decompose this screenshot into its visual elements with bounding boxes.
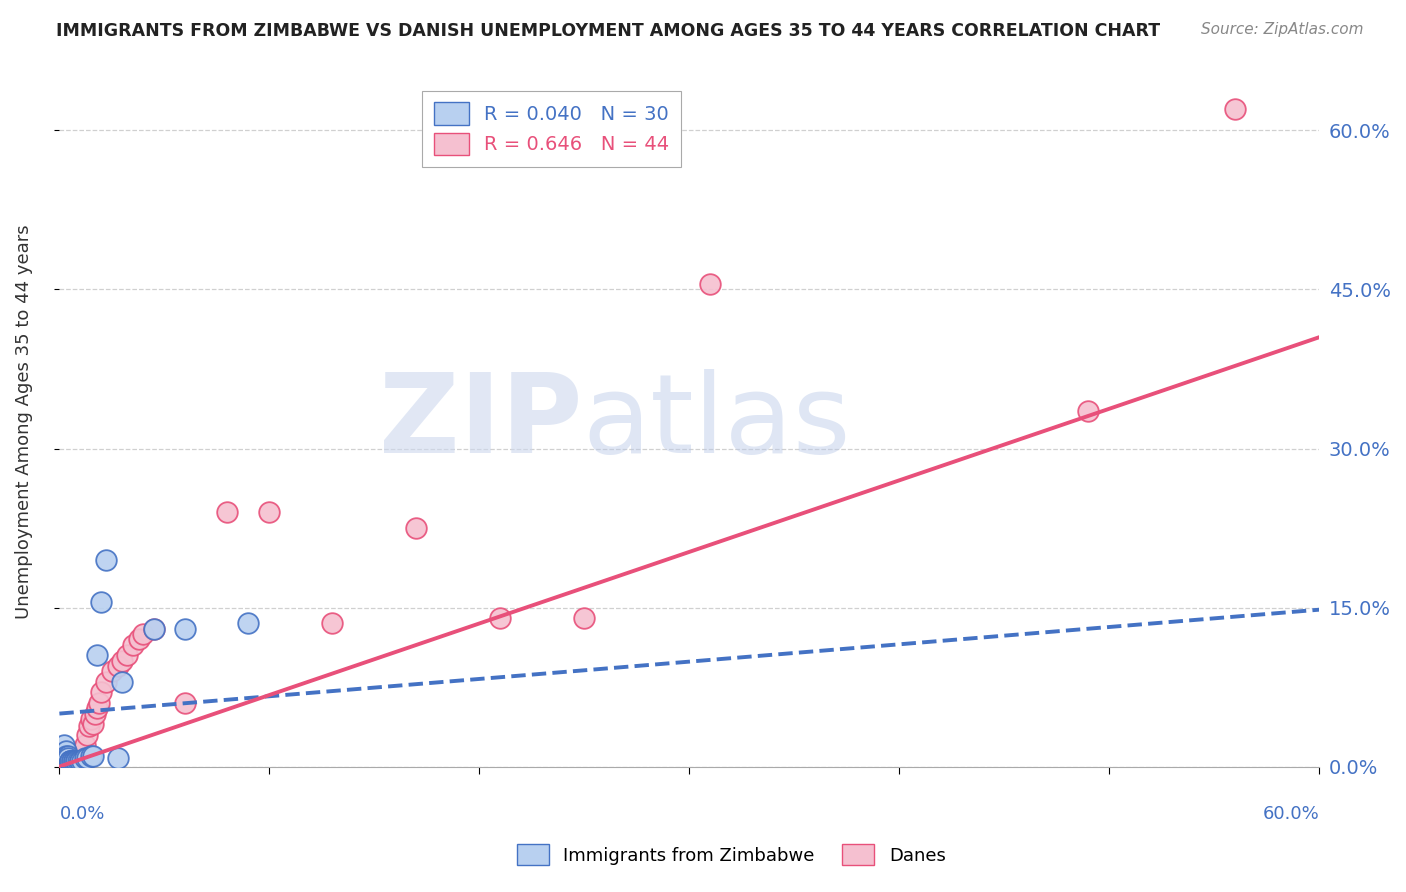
Point xyxy=(217,505,239,519)
Point xyxy=(63,754,86,768)
Point xyxy=(238,616,260,631)
Y-axis label: Unemployment Among Ages 35 to 44 years: Unemployment Among Ages 35 to 44 years xyxy=(15,225,32,619)
Point xyxy=(89,696,111,710)
Point xyxy=(67,749,90,764)
Point xyxy=(73,751,96,765)
Point xyxy=(321,616,343,631)
Point xyxy=(60,754,83,768)
Point xyxy=(56,749,79,764)
Point xyxy=(55,754,77,768)
Point xyxy=(132,627,155,641)
Point xyxy=(86,701,108,715)
Point xyxy=(77,719,100,733)
Text: atlas: atlas xyxy=(582,368,851,475)
Point xyxy=(111,674,134,689)
Text: 0.0%: 0.0% xyxy=(59,805,105,823)
Point xyxy=(55,744,77,758)
Point xyxy=(142,622,165,636)
Point xyxy=(65,754,87,768)
Text: 60.0%: 60.0% xyxy=(1263,805,1319,823)
Point xyxy=(94,674,117,689)
Point xyxy=(82,749,104,764)
Point xyxy=(122,638,145,652)
Point xyxy=(699,277,721,292)
Point xyxy=(128,632,150,647)
Point xyxy=(63,754,86,768)
Point xyxy=(59,751,82,765)
Point xyxy=(76,728,98,742)
Legend: Immigrants from Zimbabwe, Danes: Immigrants from Zimbabwe, Danes xyxy=(508,835,955,874)
Point xyxy=(489,611,512,625)
Point xyxy=(174,622,197,636)
Point xyxy=(63,754,86,768)
Point xyxy=(101,664,124,678)
Point xyxy=(115,648,138,663)
Point xyxy=(65,754,87,768)
Point xyxy=(90,595,112,609)
Point xyxy=(84,706,107,721)
Point xyxy=(67,749,90,764)
Point xyxy=(56,754,79,768)
Point xyxy=(73,739,96,753)
Point xyxy=(72,744,94,758)
Text: IMMIGRANTS FROM ZIMBABWE VS DANISH UNEMPLOYMENT AMONG AGES 35 TO 44 YEARS CORREL: IMMIGRANTS FROM ZIMBABWE VS DANISH UNEMP… xyxy=(56,22,1160,40)
Point xyxy=(65,754,87,768)
Point xyxy=(142,622,165,636)
Point xyxy=(52,739,75,753)
Point xyxy=(86,648,108,663)
Point xyxy=(59,754,82,768)
Point xyxy=(107,658,129,673)
Point xyxy=(111,654,134,668)
Point xyxy=(69,749,91,764)
Point xyxy=(574,611,596,625)
Point xyxy=(55,749,77,764)
Point xyxy=(52,754,75,768)
Text: ZIP: ZIP xyxy=(378,368,582,475)
Point xyxy=(94,553,117,567)
Point xyxy=(69,754,91,768)
Legend: R = 0.040   N = 30, R = 0.646   N = 44: R = 0.040 N = 30, R = 0.646 N = 44 xyxy=(422,91,681,167)
Point xyxy=(69,749,91,764)
Point xyxy=(90,685,112,699)
Point xyxy=(1225,102,1247,116)
Point xyxy=(80,749,103,764)
Point xyxy=(56,751,79,765)
Point xyxy=(80,712,103,726)
Point xyxy=(174,696,197,710)
Point xyxy=(72,754,94,768)
Point xyxy=(1077,404,1099,418)
Point xyxy=(65,751,87,765)
Point xyxy=(107,751,129,765)
Point xyxy=(60,751,83,765)
Point xyxy=(63,754,86,768)
Point xyxy=(59,754,82,768)
Point xyxy=(259,505,281,519)
Point xyxy=(59,754,82,768)
Point xyxy=(60,754,83,768)
Point xyxy=(69,754,91,768)
Point xyxy=(59,754,82,768)
Text: Source: ZipAtlas.com: Source: ZipAtlas.com xyxy=(1201,22,1364,37)
Point xyxy=(405,521,427,535)
Point xyxy=(82,717,104,731)
Point xyxy=(76,751,98,765)
Point xyxy=(60,754,83,768)
Point xyxy=(67,754,90,768)
